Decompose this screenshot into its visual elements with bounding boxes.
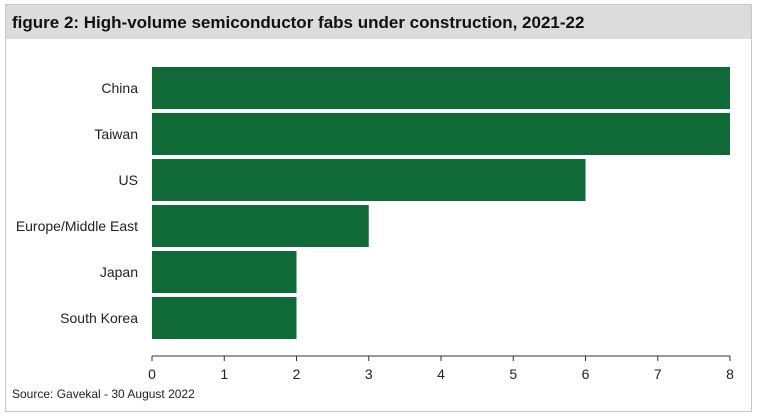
x-tick-label-7: 7 (654, 366, 662, 382)
chart-title: figure 2: High-volume semiconductor fabs… (12, 13, 585, 32)
category-label-china: China (101, 80, 138, 96)
x-tick-label-2: 2 (293, 366, 301, 382)
bar-china (152, 67, 730, 109)
bar-europe-middle-east (152, 205, 369, 247)
category-label-europe-middle-east: Europe/Middle East (16, 218, 138, 234)
bar-taiwan (152, 113, 730, 155)
category-label-south-korea: South Korea (60, 310, 138, 326)
x-tick-label-1: 1 (220, 366, 228, 382)
category-labels: China Taiwan US Europe/Middle East Japan Sout… (16, 80, 138, 326)
x-tick-label-4: 4 (437, 366, 445, 382)
title-bar: figure 2: High-volume semiconductor fabs… (6, 5, 751, 39)
x-axis: 0 1 2 3 4 5 6 7 8 (148, 355, 734, 382)
bar-japan (152, 251, 297, 293)
x-tick-label-3: 3 (365, 366, 373, 382)
bars-layer (152, 67, 730, 339)
category-label-us: US (119, 172, 138, 188)
bar-south-korea (152, 297, 297, 339)
category-label-japan: Japan (100, 264, 138, 280)
category-label-taiwan: Taiwan (94, 126, 138, 142)
x-tick-label-8: 8 (726, 366, 734, 382)
source-note: Source: Gavekal - 30 August 2022 (12, 387, 195, 401)
x-tick-label-0: 0 (148, 366, 156, 382)
x-tick-label-6: 6 (582, 366, 590, 382)
bar-us (152, 159, 586, 201)
x-tick-label-5: 5 (509, 366, 517, 382)
